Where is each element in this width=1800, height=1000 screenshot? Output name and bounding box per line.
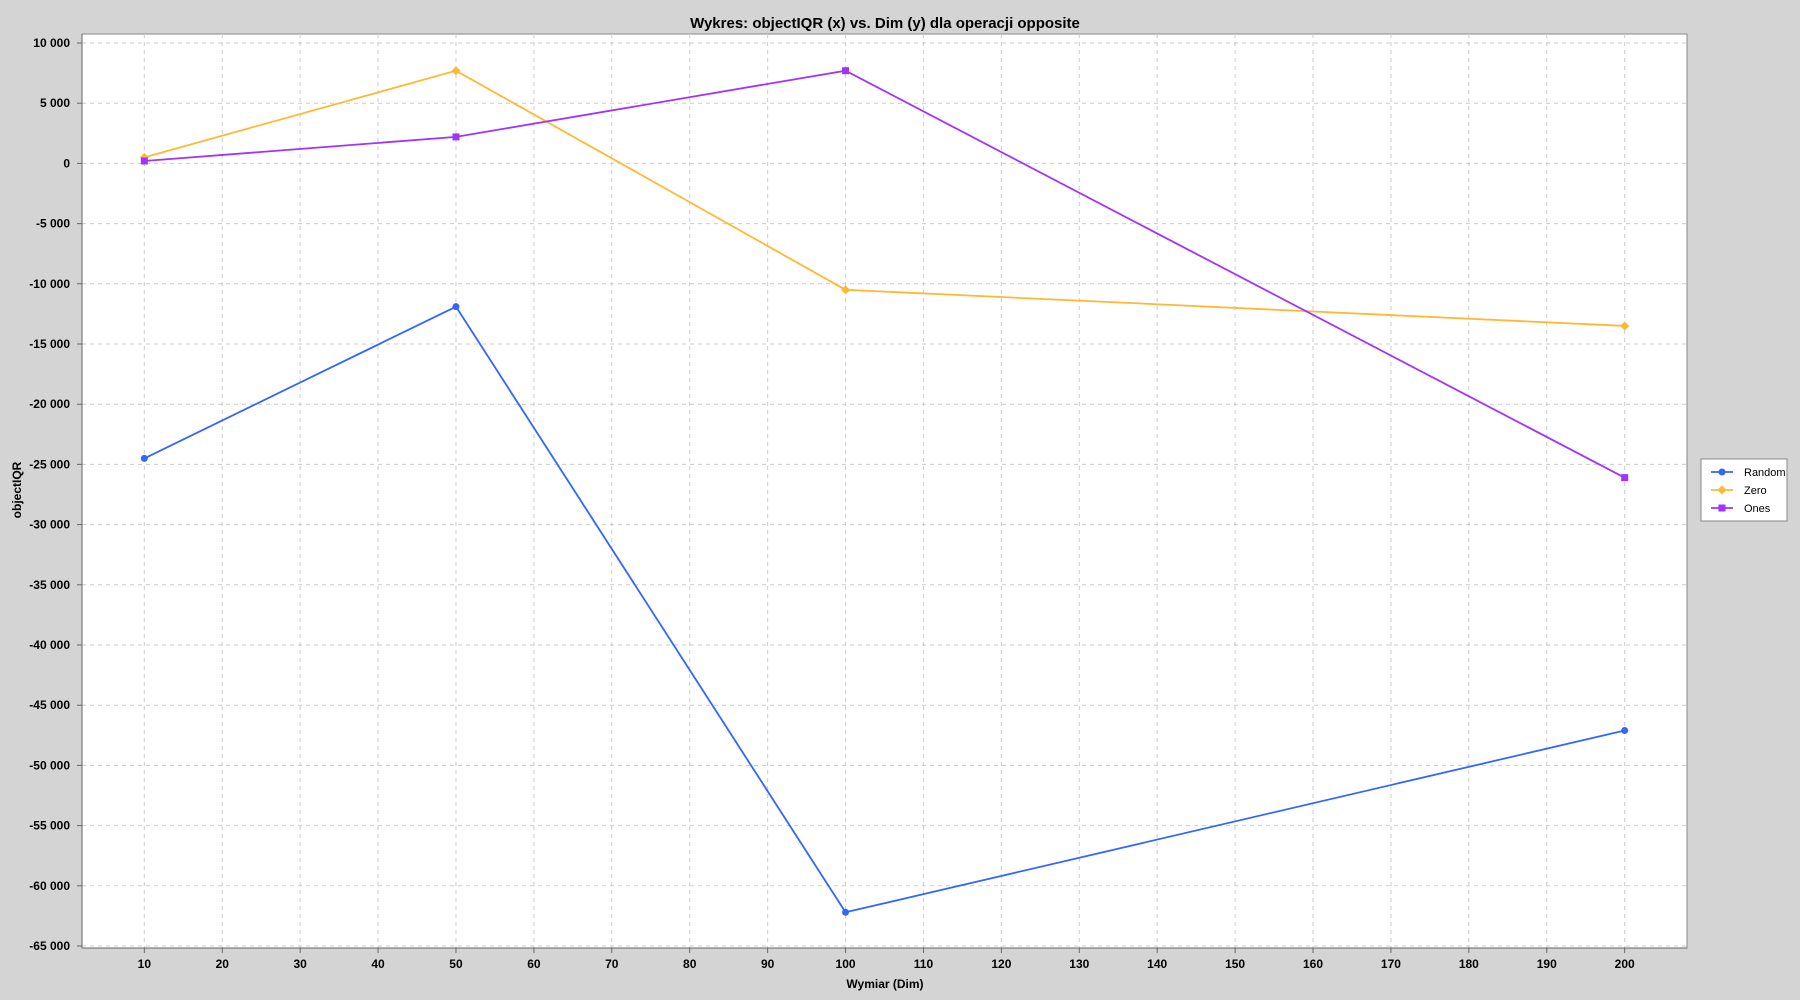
x-tick-label: 100: [836, 957, 856, 971]
data-point-zero: [451, 66, 461, 76]
x-tick-label: 150: [1225, 957, 1245, 971]
x-tick-label: 20: [216, 957, 230, 971]
x-tick-label: 30: [293, 957, 307, 971]
data-point-random: [1621, 726, 1629, 734]
data-point-zero: [1620, 321, 1630, 331]
series-random: [140, 303, 1629, 916]
series-line-zero: [144, 69, 1625, 327]
y-tick-label: -45 000: [29, 698, 70, 712]
x-tick-label: 90: [761, 957, 775, 971]
y-tick-label: -40 000: [29, 638, 70, 652]
y-tick-label: -60 000: [29, 879, 70, 893]
legend: Random Zero Ones: [1700, 458, 1788, 522]
series-layer: [139, 66, 1630, 916]
series-ones: [140, 67, 1629, 482]
chart-title: Wykres: objectIQR (x) vs. Dim (y) dla op…: [690, 15, 1080, 32]
y-tick-label: -25 000: [29, 457, 70, 471]
y-tick-label: -5 000: [36, 217, 70, 231]
legend-label-random: Random: [1744, 467, 1786, 479]
x-tick-label: 180: [1459, 957, 1479, 971]
legend-label-zero: Zero: [1744, 485, 1767, 497]
y-tick-label: -50 000: [29, 758, 70, 772]
legend-item-zero: Zero: [1711, 485, 1767, 497]
data-point-zero: [841, 285, 851, 295]
x-tick-label: 50: [449, 957, 463, 971]
y-axis-label: objectIQR: [10, 461, 24, 518]
series-line-random: [143, 305, 1625, 914]
data-point-random: [452, 303, 460, 311]
y-tick-label: 0: [63, 156, 70, 170]
y-tick-label: 5 000: [40, 96, 70, 110]
x-tick-label: 130: [1069, 957, 1089, 971]
y-tick-label: -30 000: [29, 518, 70, 532]
legend-item-ones: Ones: [1711, 503, 1771, 515]
legend-marker-ones: [1718, 504, 1726, 512]
y-tick-label: -20 000: [29, 397, 70, 411]
data-point-ones: [140, 157, 148, 165]
y-tick-label: -15 000: [29, 337, 70, 351]
x-tick-label: 160: [1303, 957, 1323, 971]
x-tick-label: 140: [1147, 957, 1167, 971]
y-tick-label: -55 000: [29, 819, 70, 833]
axes: 10 20 30 40 50 60 70 80 90 100 110 120 130 140 150 160 1…: [29, 34, 1687, 971]
x-tick-label: 10: [138, 957, 152, 971]
data-point-ones: [1621, 474, 1629, 482]
plot-area: [81, 33, 1688, 949]
x-tick-label: 80: [683, 957, 697, 971]
x-tick-label: 170: [1381, 957, 1401, 971]
x-tick-label: 190: [1537, 957, 1557, 971]
legend-item-random: Random: [1711, 467, 1786, 479]
data-point-random: [140, 454, 148, 462]
grid: [82, 34, 1687, 948]
data-point-ones: [452, 133, 460, 141]
x-tick-label: 200: [1615, 957, 1635, 971]
legend-marker-zero: [1717, 485, 1727, 495]
x-axis-label: Wymiar (Dim): [846, 977, 923, 991]
y-tick-label: -10 000: [29, 277, 70, 291]
x-tick-label: 120: [991, 957, 1011, 971]
x-tick-label: 40: [371, 957, 385, 971]
data-point-random: [842, 908, 850, 916]
x-tick-label: 70: [605, 957, 619, 971]
x-tick-label: 110: [914, 957, 934, 971]
y-tick-label: 10 000: [33, 36, 70, 50]
y-tick-label: -65 000: [29, 939, 70, 953]
y-tick-label: -35 000: [29, 578, 70, 592]
x-tick-label: 60: [527, 957, 541, 971]
data-point-ones: [842, 67, 850, 75]
series-line-ones: [144, 69, 1626, 479]
legend-label-ones: Ones: [1744, 503, 1771, 515]
legend-marker-random: [1718, 468, 1726, 476]
